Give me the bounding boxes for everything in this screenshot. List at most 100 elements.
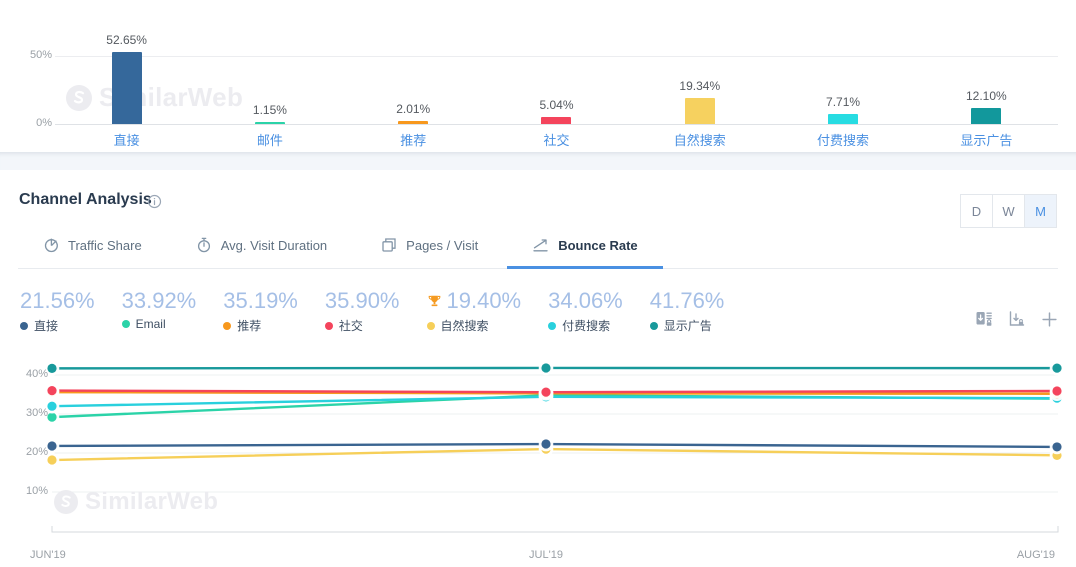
line-ytick-40: 40% [25,368,48,380]
legend-dot [649,321,658,330]
legend-dot [548,321,557,330]
legend-dot [324,321,333,330]
tab-label: Bounce Rate [558,237,638,253]
legend-item-organic-search[interactable]: 19.40% 自然搜索 [426,288,522,334]
bar-value-label: 52.65% [106,33,147,48]
bar-paid-search[interactable] [828,113,859,124]
bar-column-direct: 52.65% [55,0,198,124]
bar-value-label: 2.01% [396,102,431,117]
xaxis-label-aug: AUG'19 [1016,549,1055,561]
granularity-button-m[interactable]: M [1024,194,1057,228]
point-direct-0 [47,441,57,451]
tab-pages-visit[interactable]: Pages / Visit [356,237,503,268]
bar-column-email: 1.15% [198,0,341,124]
legend-label: 自然搜索 [426,317,522,334]
channel-link-organic-search[interactable]: 自然搜索 [673,133,726,148]
bar-column-social: 5.04% [485,0,628,124]
bar-referrals[interactable] [398,121,429,124]
legend-label: 直接 [20,317,95,334]
bar-value-label: 12.10% [965,88,1007,103]
point-display-ads-2 [1052,363,1062,373]
tab-traffic-share[interactable]: Traffic Share [18,237,167,268]
legend-dot [121,320,130,328]
channel-link-paid-search[interactable]: 付费搜索 [817,133,870,148]
point-display-ads-0 [47,363,57,373]
legend-item-email[interactable]: 33.92% Email [121,288,197,331]
bar-chart-plot: 52.65% 1.15% 2.01% 5.04% 19.34% 7.71% 12.10% [55,0,1058,124]
legend-item-social[interactable]: 35.90% 社交 [324,288,400,334]
chart-legend: 21.56% 直接 33.92% Email 35.19% 推荐 35.90% 社交 19.40… [20,288,966,334]
legend-value: 21.56% [20,288,95,313]
legend-dot [223,321,232,330]
legend-label: 推荐 [223,317,298,334]
legend-value: 41.76% [649,288,725,313]
channel-link-direct[interactable]: 直接 [113,133,140,148]
bar-social[interactable] [541,117,572,124]
traffic-share-bar-chart-card: 50% 0% SimilarWeb 52.65% 1.15% 2.01% 5.04% 1… [0,0,1076,152]
bounce-rate-line-chart [0,350,1076,550]
bar-email[interactable] [254,122,285,124]
xaxis-label-jul: JUL'19 [529,549,563,561]
chart-actions [975,310,1058,328]
channel-link-email[interactable]: 邮件 [256,133,283,148]
legend-item-direct[interactable]: 21.56% 直接 [20,288,95,334]
bar-column-referrals: 2.01% [342,0,485,124]
legend-item-paid-search[interactable]: 34.06% 付费搜索 [548,288,623,334]
legend-value: 35.19% [223,288,298,313]
point-direct-2 [1052,442,1062,452]
legend-item-display-ads[interactable]: 41.76% 显示广告 [649,288,725,334]
tab-avg-visit-duration[interactable]: Avg. Visit Duration [171,237,352,268]
tab-label: Avg. Visit Duration [220,237,328,253]
bar-column-paid-search: 7.71% [771,0,914,124]
bar-column-organic-search: 19.34% [628,0,771,124]
legend-label: 付费搜索 [548,317,623,334]
legend-label: 显示广告 [649,317,725,334]
line-social [50,389,1059,394]
info-icon[interactable] [147,194,162,214]
legend-item-referrals[interactable]: 35.19% 推荐 [223,288,298,334]
point-social-2 [1052,386,1062,396]
bar-value-label: 5.04% [539,98,574,113]
point-display-ads-1 [541,363,551,373]
channel-link-display-ads[interactable]: 显示广告 [960,133,1013,148]
bar-value-label: 1.15% [252,103,287,117]
add-comparison-icon[interactable] [1041,311,1058,328]
stopwatch-icon [196,237,212,253]
point-paid-search-0 [47,401,57,411]
bar-direct[interactable] [111,52,142,124]
bar-value-label: 7.71% [826,94,861,109]
legend-value: 35.90% [324,288,400,313]
tab-bounce-rate[interactable]: Bounce Rate [507,237,664,269]
xaxis-label-jun: JUN'19 [30,549,66,561]
legend-value: 19.40% [427,288,521,314]
bounce-chart-icon [532,237,549,253]
line-organic-search [50,447,1059,462]
point-organic-search-0 [47,455,57,465]
channel-link-social[interactable]: 社交 [543,133,570,148]
granularity-button-d[interactable]: D [960,194,993,228]
point-direct-1 [541,439,551,449]
export-data-icon[interactable] [975,310,993,328]
download-chart-icon[interactable] [1008,310,1026,328]
page-title: Channel Analysis [19,191,152,208]
trophy-icon [427,294,442,309]
bar-gridline-50 [55,56,1058,57]
bar-display-ads[interactable] [971,107,1002,124]
pie-chart-icon [43,237,59,253]
tab-label: Traffic Share [68,237,142,253]
bar-column-display-ads: 12.10% [915,0,1058,124]
section-divider [0,152,1076,170]
channel-link-referrals[interactable]: 推荐 [400,133,427,148]
granularity-button-w[interactable]: W [992,194,1025,228]
line-paid-search [50,395,1059,408]
pages-icon [381,237,397,253]
tab-label: Pages / Visit [406,237,479,253]
bar-organic-search[interactable] [684,97,715,124]
point-social-1 [541,387,551,397]
line-ytick-10: 10% [25,485,48,497]
legend-value: 33.92% [121,288,197,313]
legend-dot [20,321,28,330]
point-social-0 [47,386,57,396]
